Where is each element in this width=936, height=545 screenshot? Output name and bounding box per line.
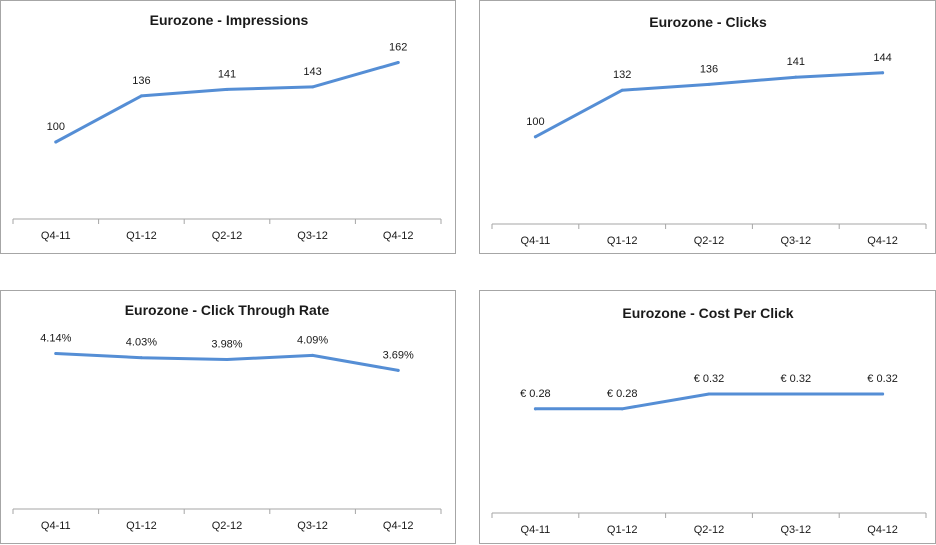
- data-point: [881, 392, 885, 396]
- clicks-chart-svg: Eurozone - Clicks Q4-11 Q1-12 Q2-12 Q3-12 Q4…: [491, 14, 927, 247]
- data-point: [620, 407, 624, 411]
- x-tick-label: Q3-12: [781, 524, 812, 536]
- x-tick-label: Q3-12: [781, 235, 812, 247]
- data-label: 4.09%: [297, 334, 328, 346]
- x-tick-label: Q2-12: [694, 235, 725, 247]
- x-tick-label: Q4-12: [383, 230, 414, 242]
- data-label: 141: [787, 56, 805, 68]
- data-point: [311, 353, 315, 357]
- x-tick-label: Q4-11: [521, 524, 551, 536]
- data-label: 143: [303, 66, 321, 78]
- x-tick-label: Q2-12: [212, 230, 243, 242]
- x-tick-label: Q3-12: [297, 520, 328, 532]
- series-line: [533, 392, 885, 411]
- x-tick-label: Q1-12: [607, 524, 638, 536]
- data-label: 100: [47, 121, 65, 133]
- data-label: 4.14%: [40, 333, 71, 345]
- data-point: [396, 368, 400, 372]
- data-label: € 0.28: [607, 388, 638, 400]
- cost-per-click-chart: Eurozone - Cost Per Click Q4-11 Q1-12 Q2-1…: [479, 290, 936, 544]
- series-line: [54, 352, 400, 372]
- x-tick-label: Q4-11: [521, 235, 551, 247]
- chart-title: Eurozone - Impressions: [150, 12, 309, 28]
- data-label: 141: [218, 68, 236, 80]
- data-point: [707, 392, 711, 396]
- x-tick-label: Q1-12: [126, 520, 157, 532]
- data-label: € 0.32: [867, 373, 898, 385]
- data-point: [396, 61, 400, 65]
- chart-title: Eurozone - Cost Per Click: [622, 305, 793, 321]
- impressions-chart-svg: Eurozone - Impressions Q4-11 Q1-12 Q2-12 Q3…: [12, 12, 442, 242]
- data-point: [533, 135, 537, 139]
- data-label: 132: [613, 69, 631, 81]
- impressions-chart: Eurozone - Impressions Q4-11 Q1-12 Q2-12 Q3…: [0, 0, 456, 254]
- chart-marks: Q4-11 Q1-12 Q2-12 Q3-12 Q4-12 100 132 136 141 144: [491, 52, 927, 247]
- data-point: [707, 82, 711, 86]
- x-tick-label: Q4-11: [41, 230, 71, 242]
- click-through-rate-chart-svg: Eurozone - Click Through Rate Q4-11 Q1-12…: [12, 302, 442, 532]
- data-label: 136: [132, 75, 150, 87]
- x-tick-label: Q1-12: [607, 235, 638, 247]
- chart-marks: Q4-11 Q1-12 Q2-12 Q3-12 Q4-12 € 0.28 € 0.28 € 0…: [491, 373, 927, 536]
- data-point: [533, 407, 537, 411]
- x-tick-label: Q2-12: [212, 520, 243, 532]
- data-label: 144: [873, 52, 891, 64]
- data-point: [794, 75, 798, 79]
- x-tick-label: Q4-11: [41, 520, 71, 532]
- chart-marks: Q4-11 Q1-12 Q2-12 Q3-12 Q4-12 4.14% 4.03% 3.98%…: [12, 333, 442, 532]
- data-label: € 0.28: [520, 388, 551, 400]
- data-label: 3.98%: [211, 339, 242, 351]
- data-point: [794, 392, 798, 396]
- data-label: 136: [700, 63, 718, 75]
- data-point: [139, 356, 143, 360]
- x-tick-label: Q3-12: [297, 230, 328, 242]
- data-label: 4.03%: [126, 337, 157, 349]
- data-point: [139, 94, 143, 98]
- click-through-rate-chart: Eurozone - Click Through Rate Q4-11 Q1-12…: [0, 290, 456, 544]
- data-label: 3.69%: [383, 349, 414, 361]
- series-line: [533, 71, 885, 139]
- data-point: [620, 88, 624, 92]
- data-point: [54, 140, 58, 144]
- chart-title: Eurozone - Clicks: [649, 14, 767, 30]
- x-tick-label: Q4-12: [383, 520, 414, 532]
- data-point: [881, 71, 885, 75]
- data-label: 162: [389, 42, 407, 54]
- data-label: € 0.32: [781, 373, 812, 385]
- data-label: 100: [526, 116, 544, 128]
- data-point: [225, 87, 229, 91]
- chart-marks: Q4-11 Q1-12 Q2-12 Q3-12 Q4-12 100 136 141 143 162: [12, 42, 442, 242]
- cost-per-click-chart-svg: Eurozone - Cost Per Click Q4-11 Q1-12 Q2-1…: [491, 305, 927, 536]
- x-tick-label: Q2-12: [694, 524, 725, 536]
- data-point: [225, 358, 229, 362]
- chart-title: Eurozone - Click Through Rate: [125, 302, 330, 318]
- x-tick-label: Q4-12: [867, 524, 898, 536]
- x-tick-label: Q1-12: [126, 230, 157, 242]
- data-label: € 0.32: [694, 373, 725, 385]
- clicks-chart: Eurozone - Clicks Q4-11 Q1-12 Q2-12 Q3-12 Q4…: [479, 0, 936, 254]
- data-point: [54, 352, 58, 356]
- x-tick-label: Q4-12: [867, 235, 898, 247]
- data-point: [311, 85, 315, 89]
